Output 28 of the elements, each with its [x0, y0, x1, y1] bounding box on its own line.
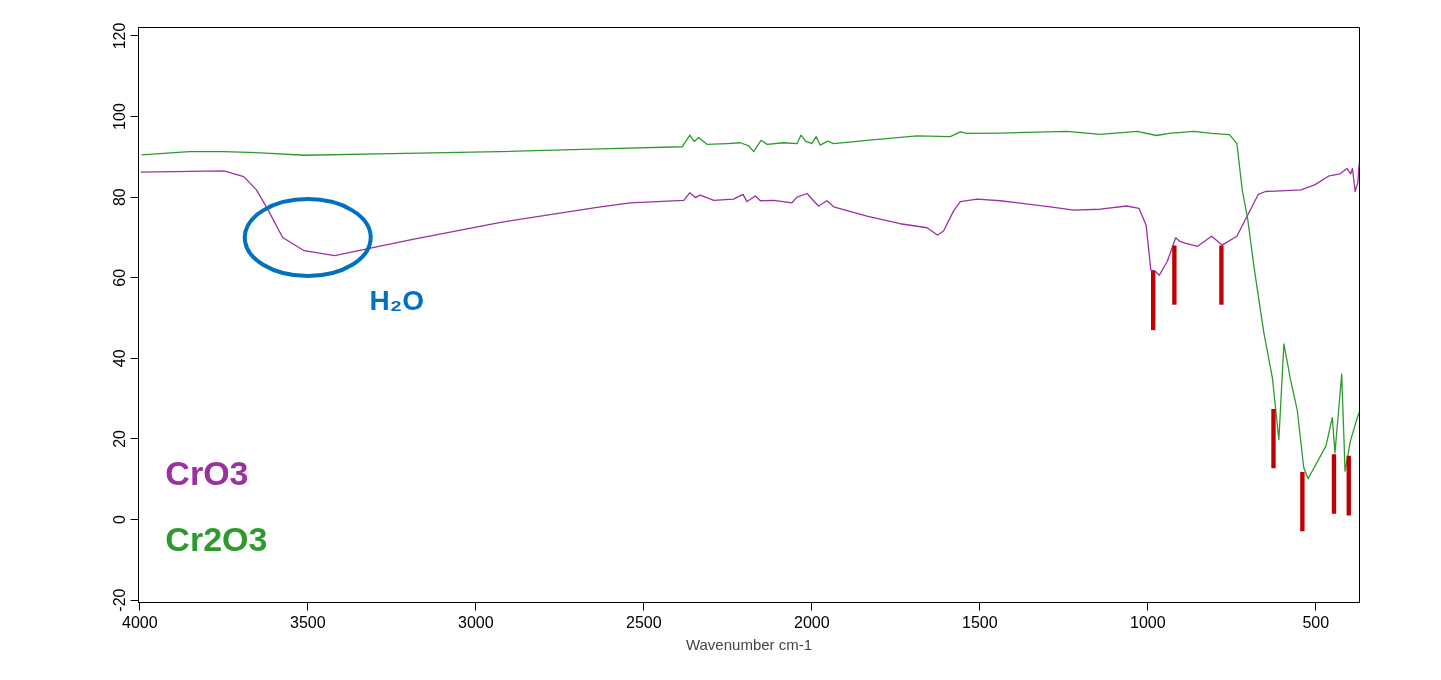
x-tick-label: 1500: [962, 613, 998, 631]
bar: [1271, 409, 1276, 469]
bar: [1219, 245, 1224, 305]
x-tick-label: 3500: [290, 613, 326, 631]
x-tick-label: 4000: [122, 613, 158, 631]
y-tick-label: 120: [111, 22, 129, 50]
y-tick-label: 60: [111, 268, 129, 287]
bar: [1300, 471, 1305, 532]
y-tick-label: 80: [111, 188, 129, 207]
y-tick-label: 40: [111, 349, 129, 368]
bar: [1151, 270, 1156, 331]
y-tick-label: 0: [111, 514, 129, 524]
x-tick-label: 2500: [626, 613, 662, 631]
text: CrO3: [165, 454, 249, 493]
bar: [1172, 245, 1177, 305]
y-tick-label: 20: [111, 429, 129, 448]
x-tick-label: 1000: [1130, 613, 1166, 631]
y-tick-label: 100: [111, 103, 129, 130]
x-axis-title: Wavenumber cm-1: [685, 635, 813, 653]
x-tick-label: 3000: [458, 613, 494, 631]
line-series: [140, 162, 1360, 276]
bar: [1346, 455, 1351, 516]
bar: [1331, 454, 1337, 514]
text: Cr2O3: [165, 520, 268, 559]
annotation: H₂O: [369, 285, 424, 317]
x-tick-label: 2000: [794, 613, 830, 631]
y-tick-label: -20: [111, 588, 129, 612]
x-tick-label: 500: [1302, 613, 1330, 631]
